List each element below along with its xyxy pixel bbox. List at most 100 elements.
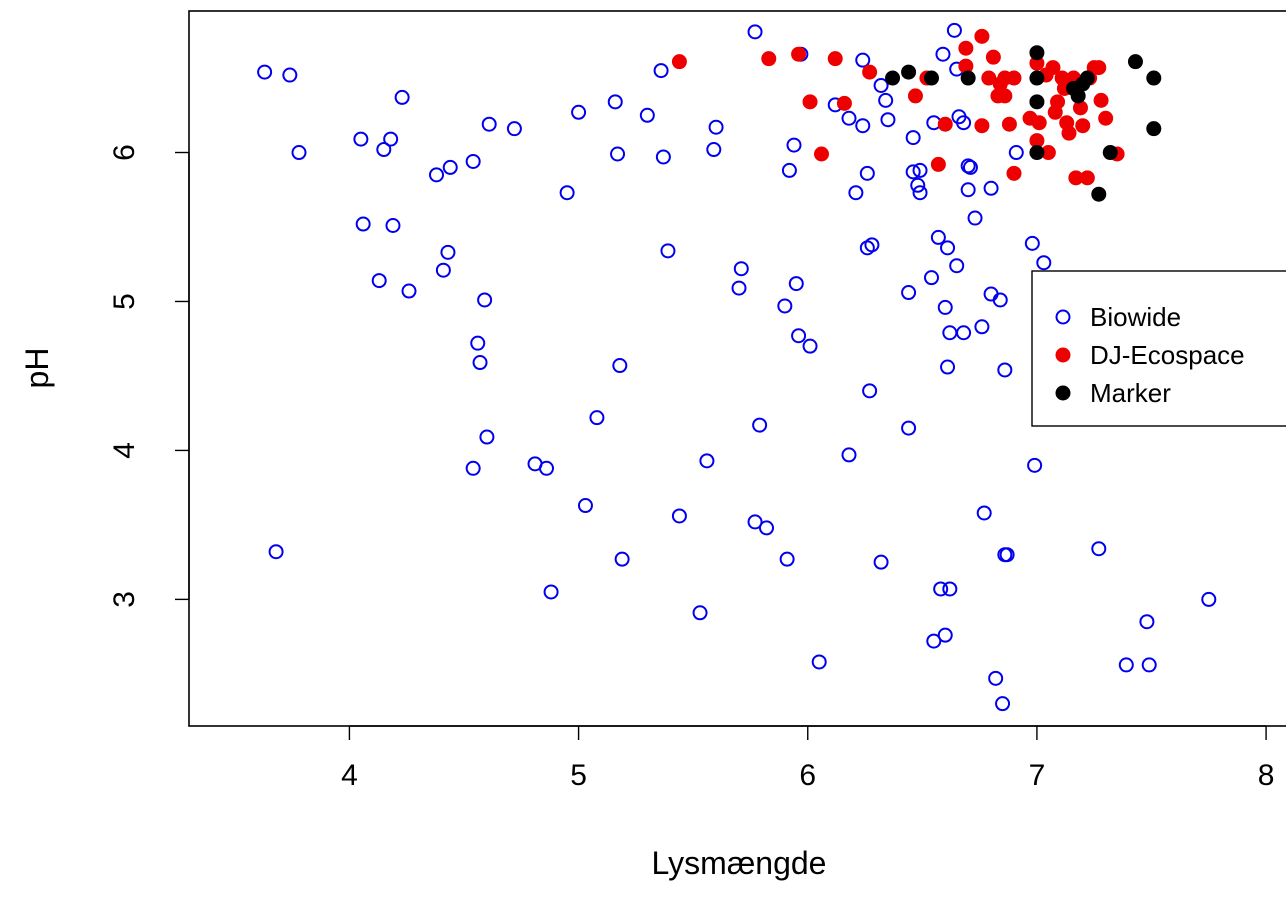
point-biowide	[859, 165, 875, 181]
point-dj-ecospace	[802, 94, 818, 110]
point-biowide	[937, 627, 953, 643]
point-biowide	[777, 298, 793, 314]
point-biowide	[926, 633, 942, 649]
point-dj-ecospace	[1079, 170, 1095, 186]
point-dj-ecospace	[791, 46, 807, 62]
point-biowide	[910, 177, 926, 193]
point-biowide	[901, 420, 917, 436]
point-biowide	[940, 240, 956, 256]
point-biowide	[440, 244, 456, 260]
point-biowide	[371, 273, 387, 289]
point-biowide	[708, 119, 724, 135]
point-biowide	[465, 153, 481, 169]
x-tick-label: 7	[1029, 759, 1046, 792]
point-biowide	[589, 410, 605, 426]
point-dj-ecospace	[1031, 115, 1047, 131]
point-biowide	[655, 149, 671, 165]
point-biowide	[992, 292, 1008, 308]
point-biowide	[470, 335, 486, 351]
point-biowide	[781, 162, 797, 178]
point-marker	[885, 70, 901, 86]
point-biowide	[956, 115, 972, 131]
point-biowide	[942, 581, 958, 597]
point-biowide	[873, 554, 889, 570]
point-dj-ecospace	[827, 51, 843, 67]
point-biowide	[855, 118, 871, 134]
point-biowide	[967, 210, 983, 226]
point-biowide	[479, 429, 495, 445]
point-biowide	[376, 142, 392, 158]
y-axis-title: pH	[19, 348, 55, 389]
point-biowide	[653, 63, 669, 79]
point-biowide	[962, 159, 978, 175]
point-dj-ecospace	[1061, 125, 1077, 141]
point-biowide	[864, 237, 880, 253]
point-biowide	[692, 605, 708, 621]
point-biowide	[983, 180, 999, 196]
point-biowide	[429, 167, 444, 183]
point-biowide	[935, 46, 951, 62]
point-biowide	[671, 508, 687, 524]
point-biowide	[937, 299, 953, 315]
point-biowide	[435, 262, 451, 278]
point-dj-ecospace	[930, 156, 946, 172]
y-tick-label: 4	[108, 442, 141, 459]
point-biowide	[960, 158, 976, 174]
point-biowide	[983, 286, 999, 302]
point-marker	[1127, 54, 1143, 70]
y-tick-label: 6	[108, 144, 141, 161]
legend-box	[1031, 270, 1286, 427]
point-biowide	[1118, 657, 1134, 673]
point-biowide	[506, 121, 522, 137]
point-dj-ecospace	[1075, 118, 1091, 134]
x-axis-title: Lysmængde	[652, 845, 827, 881]
point-biowide	[1139, 614, 1155, 630]
point-dj-ecospace	[1006, 165, 1022, 181]
y-axis: 3 4 5 6	[108, 144, 190, 608]
legend: Biowide DJ-Ecospace Marker	[1031, 270, 1286, 427]
point-biowide	[1027, 457, 1043, 473]
legend-label-marker: Marker	[1090, 378, 1171, 408]
point-biowide	[912, 162, 928, 178]
point-biowide	[699, 453, 715, 469]
legend-label-biowide: Biowide	[1090, 302, 1181, 332]
point-biowide	[747, 514, 763, 530]
point-biowide	[779, 551, 795, 567]
point-biowide	[949, 258, 965, 274]
point-dj-ecospace	[814, 146, 829, 162]
point-marker	[960, 70, 976, 86]
point-biowide	[383, 131, 399, 147]
legend-marker-dj-ecospace	[1055, 347, 1071, 363]
point-biowide	[930, 229, 946, 245]
point-dj-ecospace	[1072, 100, 1088, 116]
point-dj-ecospace	[907, 88, 923, 104]
point-biowide	[614, 551, 630, 567]
point-dj-ecospace	[1050, 94, 1066, 110]
point-biowide	[733, 261, 749, 277]
point-biowide	[878, 92, 894, 108]
point-dj-ecospace	[761, 51, 777, 67]
point-biowide	[999, 547, 1015, 563]
point-dj-ecospace	[1091, 60, 1107, 76]
point-biowide	[747, 24, 763, 40]
point-biowide	[731, 280, 747, 296]
point-biowide	[282, 67, 298, 83]
point-biowide	[997, 362, 1013, 378]
point-biowide	[960, 182, 976, 198]
point-marker	[1146, 70, 1162, 86]
point-dj-ecospace	[997, 88, 1013, 104]
point-biowide	[291, 145, 307, 161]
point-biowide	[905, 130, 921, 146]
point-biowide	[905, 164, 921, 180]
x-tick-label: 6	[799, 759, 816, 792]
point-biowide	[956, 325, 972, 341]
point-biowide	[848, 185, 864, 201]
point-marker	[1029, 70, 1045, 86]
point-biowide	[543, 584, 559, 600]
point-biowide	[946, 22, 962, 38]
point-biowide	[841, 110, 857, 126]
point-dj-ecospace	[1093, 92, 1109, 108]
point-biowide	[786, 137, 802, 153]
point-biowide	[859, 240, 875, 256]
